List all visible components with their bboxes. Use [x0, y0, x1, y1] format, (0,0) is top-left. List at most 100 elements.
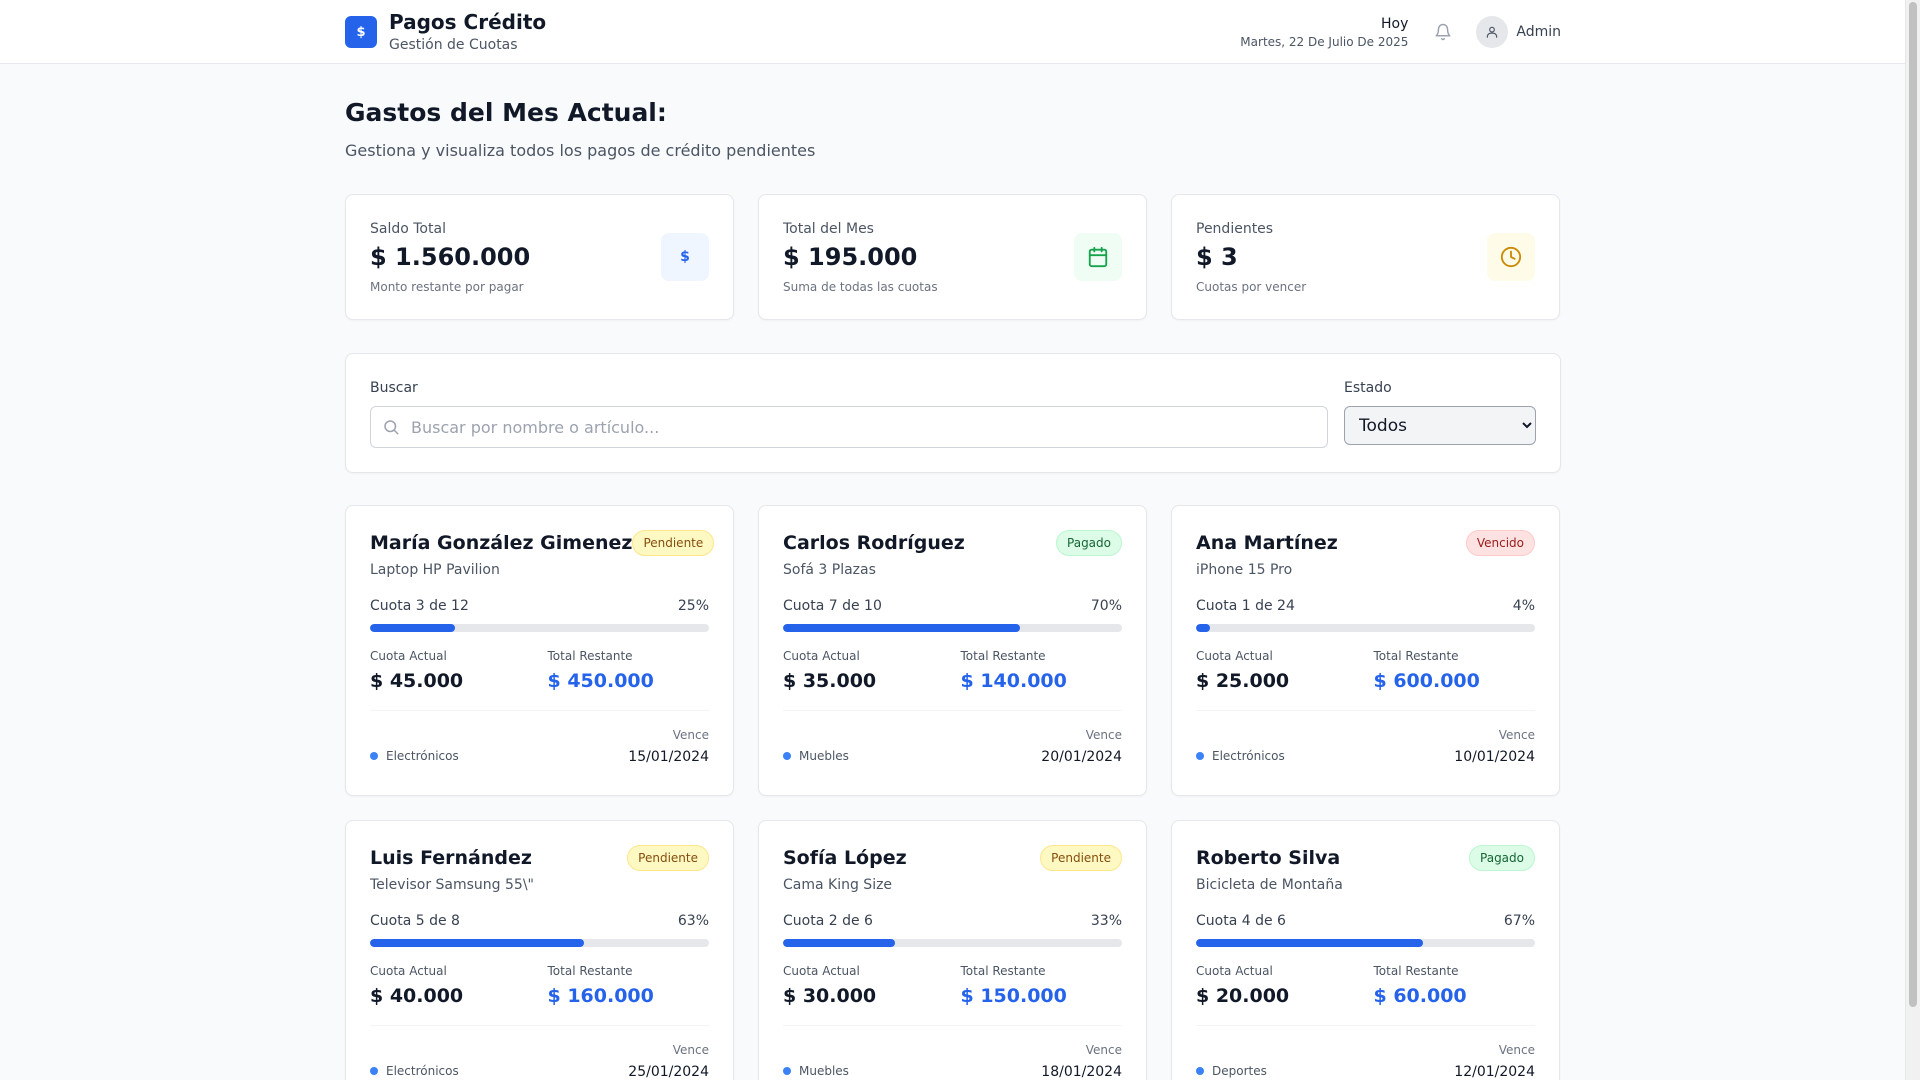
item-name: Laptop HP Pavilion	[370, 562, 500, 578]
client-name: Roberto Silva	[1196, 847, 1341, 869]
progress-percent: 67%	[1503, 913, 1535, 929]
due-label: Vence	[1498, 728, 1535, 742]
progress-fill	[783, 624, 1021, 632]
installment-count: Cuota 3 de 12	[370, 598, 469, 614]
category-tag: Muebles	[783, 749, 849, 767]
stat-label: Saldo Total	[370, 221, 446, 237]
payment-card[interactable]: Luis Fernández Pendiente Televisor Samsung…	[345, 820, 734, 1080]
due-date: 25/01/2024	[628, 1064, 709, 1080]
category-dot-icon	[783, 1067, 791, 1075]
stat-label: Pendientes	[1196, 221, 1274, 237]
category-dot-icon	[1196, 752, 1204, 760]
app-subtitle: Gestión de Cuotas	[389, 36, 518, 53]
payment-card[interactable]: Sofía López Pendiente Cama King Size Cuota …	[758, 820, 1147, 1080]
payment-card[interactable]: Roberto Silva Pagado Bicicleta de Montaña C…	[1171, 820, 1560, 1080]
progress-fill	[370, 624, 455, 632]
payment-card[interactable]: María González Gimenez Pendiente Laptop HP…	[345, 505, 734, 796]
progress-fill	[1196, 624, 1210, 632]
current-installment-value: $ 45.000	[370, 670, 464, 692]
search-icon	[382, 418, 400, 440]
total-remaining-label: Total Restante	[547, 649, 633, 663]
installment-count: Cuota 7 de 10	[783, 598, 882, 614]
progress-percent: 25%	[677, 598, 709, 614]
filters-panel: Buscar Estado Todos	[345, 353, 1561, 473]
progress-fill	[1196, 939, 1424, 947]
payment-card[interactable]: Carlos Rodríguez Pagado Sofá 3 Plazas Cuota…	[758, 505, 1147, 796]
due-label: Vence	[672, 728, 709, 742]
state-label: Estado	[1344, 380, 1392, 396]
current-installment-value: $ 40.000	[370, 985, 464, 1007]
stats-row: Saldo Total $ 1.560.000 Monto restante p…	[345, 194, 1561, 320]
current-installment-label: Cuota Actual	[370, 649, 447, 663]
current-installment-value: $ 35.000	[783, 670, 877, 692]
item-name: Sofá 3 Plazas	[783, 562, 876, 578]
category-dot-icon	[370, 752, 378, 760]
status-badge: Pagado	[1056, 530, 1122, 556]
category-label: Muebles	[799, 1064, 849, 1078]
today-value: Martes, 22 De Julio De 2025	[1240, 35, 1409, 49]
current-installment-value: $ 25.000	[1196, 670, 1290, 692]
item-name: Bicicleta de Montaña	[1196, 877, 1343, 893]
bell-icon[interactable]	[1432, 21, 1454, 43]
item-name: Televisor Samsung 55\"	[370, 877, 534, 893]
stat-note: Monto restante por pagar	[370, 280, 524, 294]
due-label: Vence	[1085, 728, 1122, 742]
client-name: María González Gimenez	[370, 532, 633, 554]
progress-percent: 63%	[677, 913, 709, 929]
status-badge: Pendiente	[1040, 845, 1122, 871]
progress-fill	[370, 939, 584, 947]
stat-value: $ 1.560.000	[370, 243, 531, 271]
total-remaining-value: $ 60.000	[1373, 985, 1467, 1007]
scrollbar-thumb[interactable]	[1909, 2, 1917, 1007]
installment-count: Cuota 2 de 6	[783, 913, 873, 929]
user-icon	[1476, 16, 1509, 48]
dollar-icon: $	[661, 233, 709, 281]
stat-card-total-mes: Total del Mes $ 195.000 Suma de todas la…	[758, 194, 1147, 320]
installment-count: Cuota 4 de 6	[1196, 913, 1286, 929]
stat-value: $ 3	[1196, 243, 1238, 271]
search-input[interactable]	[370, 406, 1328, 448]
client-name: Sofía López	[783, 847, 907, 869]
total-remaining-label: Total Restante	[960, 964, 1046, 978]
status-badge: Pagado	[1469, 845, 1535, 871]
due-date: 15/01/2024	[628, 749, 709, 765]
progress-fill	[783, 939, 895, 947]
client-name: Carlos Rodríguez	[783, 532, 965, 554]
calendar-icon	[1074, 233, 1122, 281]
category-label: Electrónicos	[386, 749, 459, 763]
category-tag: Electrónicos	[370, 749, 459, 767]
current-installment-label: Cuota Actual	[783, 964, 860, 978]
due-label: Vence	[672, 1043, 709, 1057]
status-badge: Vencido	[1465, 530, 1535, 556]
category-tag: Electrónicos	[370, 1064, 459, 1080]
stat-note: Cuotas por vencer	[1196, 280, 1307, 294]
main-content: Gastos del Mes Actual: Gestiona y visual…	[345, 64, 1561, 1080]
today-label: Hoy	[1380, 16, 1409, 32]
category-tag: Muebles	[783, 1064, 849, 1080]
page-scrollbar[interactable]	[1905, 0, 1920, 1080]
current-installment-label: Cuota Actual	[783, 649, 860, 663]
current-installment-value: $ 30.000	[783, 985, 877, 1007]
category-label: Electrónicos	[1212, 749, 1285, 763]
payment-card[interactable]: Ana Martínez Vencido iPhone 15 Pro Cuota 1 …	[1171, 505, 1560, 796]
progress-bar	[1196, 624, 1535, 632]
app-title: Pagos Crédito	[389, 9, 547, 34]
progress-percent: 70%	[1090, 598, 1122, 614]
stat-note: Suma de todas las cuotas	[783, 280, 938, 294]
page-subtitle: Gestiona y visualiza todos los pagos de …	[345, 141, 816, 160]
category-tag: Electrónicos	[1196, 749, 1285, 767]
clock-icon	[1487, 233, 1535, 281]
brand[interactable]: $ Pagos Crédito Gestión de Cuotas	[345, 10, 546, 55]
today-date: Hoy Martes, 22 De Julio De 2025	[1240, 14, 1408, 50]
page-title: Gastos del Mes Actual:	[345, 98, 667, 127]
item-name: iPhone 15 Pro	[1196, 562, 1293, 578]
user-menu[interactable]: Admin	[1476, 16, 1561, 48]
due-label: Vence	[1498, 1043, 1535, 1057]
state-select[interactable]: Todos	[1344, 406, 1536, 445]
user-name: Admin	[1516, 24, 1561, 40]
category-label: Muebles	[799, 749, 849, 763]
item-name: Cama King Size	[783, 877, 893, 893]
due-label: Vence	[1085, 1043, 1122, 1057]
category-dot-icon	[370, 1067, 378, 1075]
stat-label: Total del Mes	[783, 221, 874, 237]
